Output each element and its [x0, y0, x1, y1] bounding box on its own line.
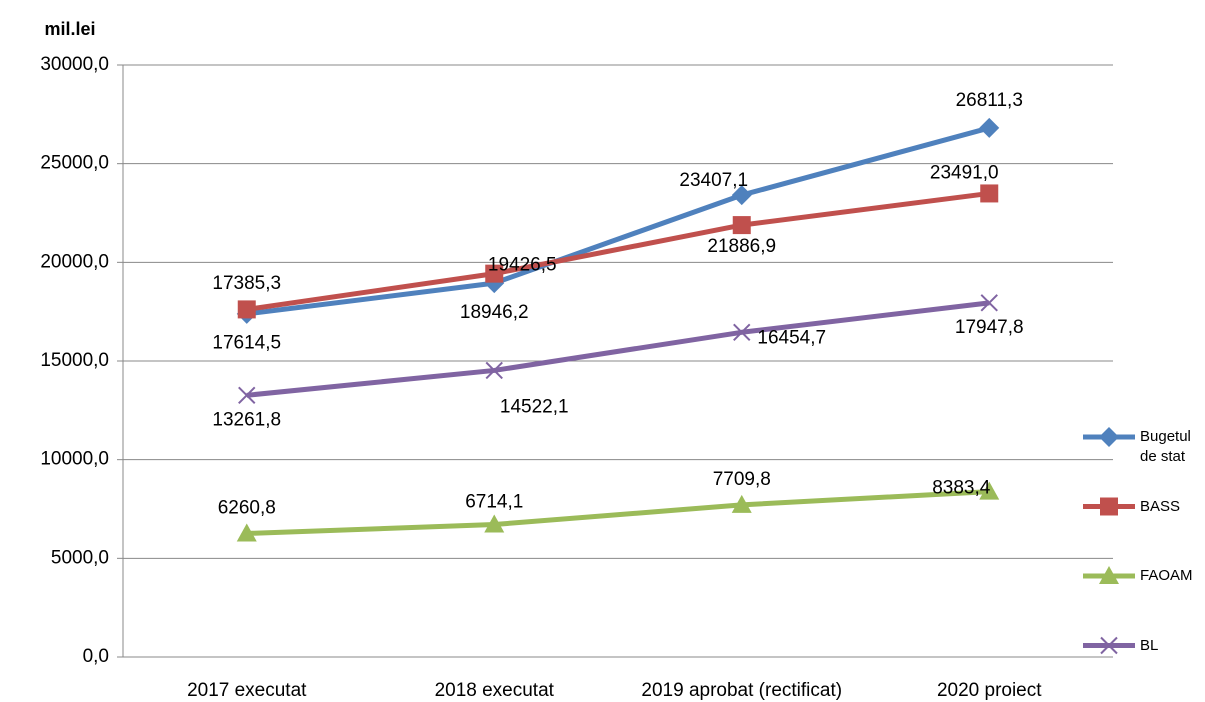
series-line: [246, 190, 990, 312]
series-line: [246, 125, 990, 317]
y-tick-label: 25000,0: [40, 153, 109, 174]
marker: [733, 323, 751, 342]
data-label: 23491,0: [930, 162, 999, 183]
marker: [732, 216, 751, 235]
legend-marker: [1099, 566, 1119, 584]
series-line: [246, 300, 990, 398]
data-label: 14522,1: [500, 396, 569, 417]
y-tick-label: 5000,0: [51, 547, 109, 568]
data-label: 7709,8: [713, 469, 771, 490]
legend-label: BASS: [1140, 497, 1181, 515]
data-label: 21886,9: [707, 236, 776, 257]
x-tick-label: 2017 executat: [187, 680, 307, 701]
y-tick-label: 0,0: [83, 646, 109, 667]
data-label: 13261,8: [212, 409, 281, 430]
legend-label: BL: [1140, 636, 1159, 654]
data-label: 26811,3: [956, 90, 1023, 111]
x-tick-label: 2020 proiect: [937, 680, 1042, 701]
x-tick-label: 2019 aprobat (rectificat): [641, 680, 842, 701]
legend-marker: [1099, 427, 1119, 447]
y-tick-label: 10000,0: [40, 449, 109, 470]
legend-label: FAOAM: [1140, 567, 1193, 584]
data-label: 6714,1: [465, 492, 523, 513]
marker: [236, 523, 257, 542]
data-label: 6260,8: [218, 497, 276, 518]
legend-marker: [1100, 636, 1118, 655]
marker: [485, 264, 504, 283]
marker: [980, 294, 998, 312]
marker: [731, 185, 752, 206]
marker: [731, 494, 752, 513]
legend-marker: [1100, 497, 1118, 516]
y-axis-label: mil.lei: [44, 19, 95, 39]
data-label: 8383,4: [932, 478, 991, 499]
data-label: 17947,8: [955, 317, 1024, 338]
marker: [979, 481, 1000, 500]
y-tick-label: 15000,0: [40, 350, 109, 371]
marker: [980, 184, 999, 203]
legend-label: Bugetul de stat: [1140, 428, 1191, 465]
marker: [484, 514, 505, 533]
series-line: [246, 489, 990, 536]
marker: [485, 361, 503, 380]
data-label: 23407,1: [679, 170, 748, 191]
data-label: 18946,2: [460, 302, 529, 323]
marker: [238, 386, 256, 405]
data-label: 17385,3: [212, 273, 281, 294]
x-tick-label: 2018 executat: [435, 680, 555, 701]
marker: [979, 117, 1000, 138]
data-label: 17614,5: [212, 332, 281, 353]
data-label: 16454,7: [757, 327, 826, 348]
y-tick-label: 30000,0: [40, 54, 109, 75]
marker: [237, 300, 256, 319]
data-label: 19426,5: [488, 255, 557, 276]
y-tick-label: 20000,0: [40, 251, 109, 272]
